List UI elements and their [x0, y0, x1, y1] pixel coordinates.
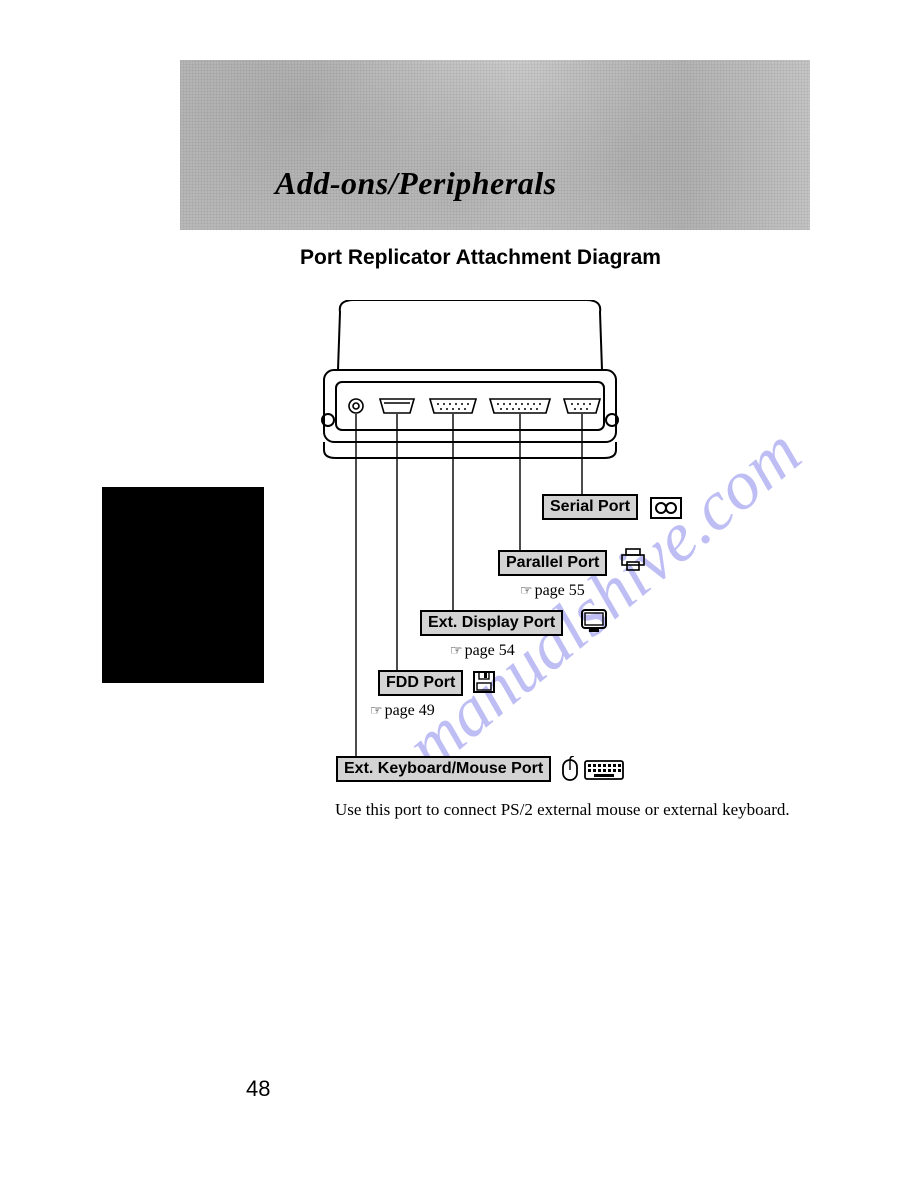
- parallel-port-label: Parallel Port: [498, 550, 607, 576]
- serial-port-icon: [650, 497, 682, 524]
- page-number: 48: [246, 1076, 270, 1102]
- ext-display-page-ref: page 54: [450, 642, 515, 660]
- port-diagram: Serial Port Parallel Port page 55 Ext. D…: [280, 300, 740, 840]
- floppy-icon: [472, 670, 496, 699]
- ext-kbm-note: Use this port to connect PS/2 external m…: [335, 800, 790, 820]
- parallel-page-ref: page 55: [520, 582, 585, 600]
- side-tab: [102, 487, 264, 683]
- section-title: Add-ons/Peripherals: [275, 165, 557, 202]
- serial-port-label: Serial Port: [542, 494, 638, 520]
- monitor-icon: [580, 608, 608, 639]
- ext-display-port-label: Ext. Display Port: [420, 610, 563, 636]
- fdd-port-label: FDD Port: [378, 670, 463, 696]
- ext-kbm-port-label: Ext. Keyboard/Mouse Port: [336, 756, 551, 782]
- sub-title: Port Replicator Attachment Diagram: [300, 246, 661, 270]
- mouse-icon: [560, 756, 580, 787]
- printer-icon: [620, 547, 646, 578]
- header-band: [180, 60, 810, 230]
- keyboard-icon: [584, 760, 624, 785]
- fdd-page-ref: page 49: [370, 702, 435, 720]
